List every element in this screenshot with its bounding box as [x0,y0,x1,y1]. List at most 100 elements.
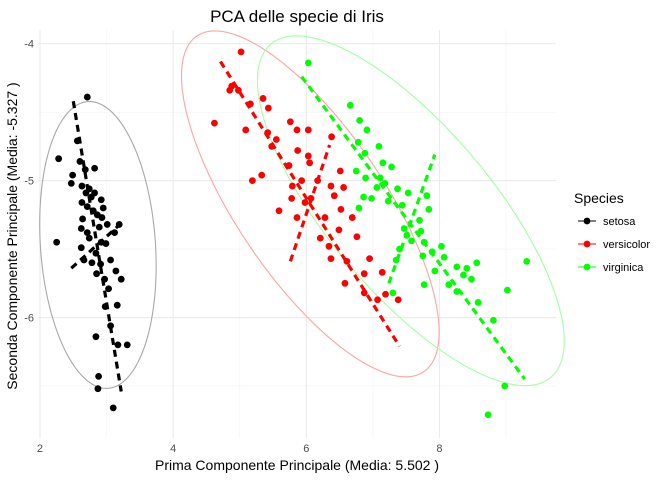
versicolor-point [293,126,301,134]
virginica-point [356,116,363,124]
virginica-point [463,264,471,272]
versicolor-point [259,95,267,102]
data-points [53,48,531,419]
versicolor-point [340,184,348,191]
versicolor-point [316,234,324,242]
virginica-point [460,271,467,279]
setosa-point [82,189,90,197]
versicolor-point [286,118,294,126]
virginica-point [304,59,312,67]
virginica-point [490,316,497,324]
virginica-point [403,231,411,239]
versicolor-point [336,167,344,175]
versicolor-point [272,136,280,143]
versicolor-point [301,199,309,206]
virginica-point [425,205,433,213]
versicolor-point [360,289,368,297]
legend-key-dot-virginica [583,263,591,271]
versicolor-point [307,195,315,202]
setosa-point [115,221,123,228]
tick-labels: 2 4 6 8 -4 -5 -6 [24,39,442,455]
setosa-point [98,214,106,221]
versicolor-point [348,214,356,221]
setosa-point [92,333,100,341]
virginica-point [428,248,436,256]
virginica-point [420,281,428,289]
versicolor-point [330,192,338,200]
versicolor-point [304,152,312,160]
versicolor-point [298,177,306,185]
legend: Species setosa versicolor virginica [574,190,650,274]
virginica-point [417,227,425,235]
versicolor-point [237,48,245,56]
virginica-point [523,257,531,265]
y-tick-label: -5 [24,176,34,188]
setosa-point [111,229,118,237]
versicolor-point [343,257,351,265]
x-tick-label: 2 [37,443,43,455]
versicolor-point [264,104,272,112]
virginica-point [419,252,427,260]
setosa-point [81,166,89,174]
x-tick-label: 8 [436,443,442,455]
versicolor-point [242,126,250,134]
virginica-point [445,281,453,289]
setosa-point [91,189,98,197]
virginica-point [431,267,439,275]
virginica-point [468,275,475,283]
virginica-point [404,189,412,197]
virginica-point [423,192,431,200]
x-axis-title: Prima Componente Principale (Media: 5.50… [155,457,439,473]
versicolor-point [285,162,293,169]
setosa-point [107,322,114,330]
versicolor-point [264,129,272,137]
virginica-point [484,411,492,419]
virginica-point [362,174,369,182]
versicolor-ellipse [180,30,440,378]
versicolor-point [211,119,218,127]
virginica-point [360,193,367,201]
virginica-point [503,286,511,294]
setosa-point [95,372,102,380]
setosa-point [101,275,108,283]
virginica-point [501,382,509,390]
virginica-point [394,185,401,193]
setosa-point [97,260,104,268]
versicolor-point [288,182,296,190]
setosa-point [103,221,111,228]
setosa-point [85,234,93,242]
setosa-point [91,164,98,172]
setosa-point [78,199,86,206]
virginica-point [381,179,389,187]
setosa-point [112,267,120,275]
setosa-point [123,341,131,349]
setosa-point [93,270,100,278]
legend-label-setosa: setosa [603,216,636,228]
versicolor-point [327,182,335,190]
virginica-point [440,253,448,261]
setosa-point [97,196,105,204]
virginica-point [354,138,362,146]
virginica-point [352,167,360,175]
virginica-point [408,237,415,245]
grid-lines [38,30,556,438]
setosa-ellipse [39,100,157,389]
versicolor-point [341,279,349,287]
setosa-point [99,204,107,212]
virginica-principal-axis-1 [300,75,526,381]
setosa-point [102,240,110,247]
setosa-point [113,301,121,309]
setosa-point [83,203,91,211]
x-tick-label: 4 [170,443,176,455]
y-axis-title: Seconda Componente Principale (Media: -5… [4,82,20,389]
versicolor-point [304,126,312,134]
virginica-point [375,142,383,150]
chart-title: PCA delle specie di Iris [210,7,384,26]
versicolor-point [327,255,335,263]
virginica-point [474,299,482,306]
virginica-point [389,289,397,297]
versicolor-point [314,177,322,185]
setosa-point [107,256,114,264]
principal-axes [70,60,526,392]
